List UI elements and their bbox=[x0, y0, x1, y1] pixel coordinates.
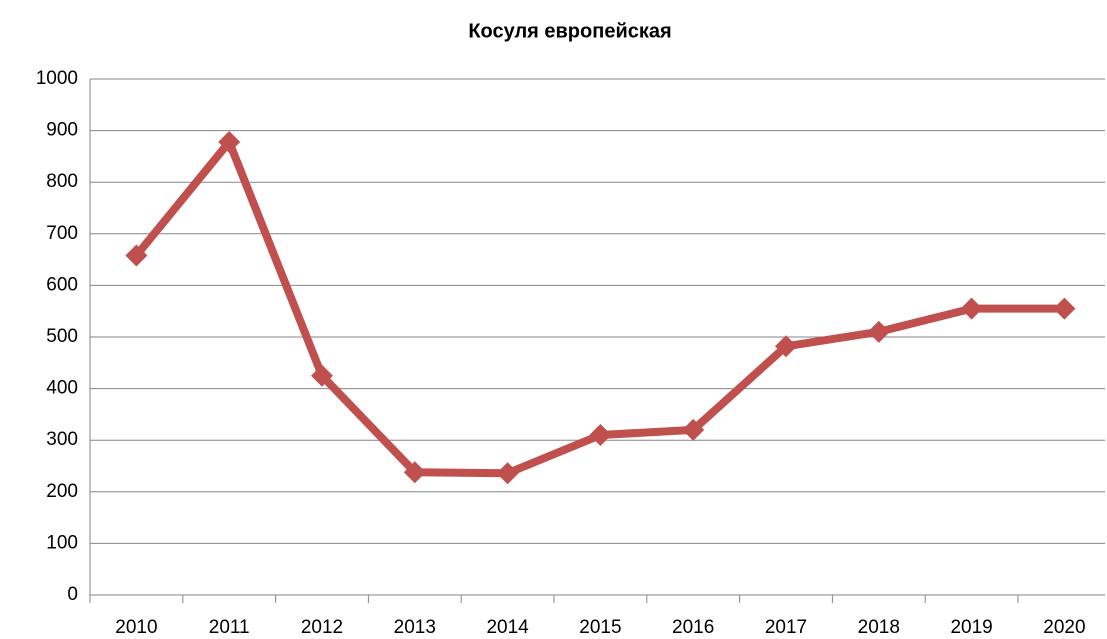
x-tick-label: 2017 bbox=[765, 617, 807, 638]
x-tick-label: 2015 bbox=[579, 617, 621, 638]
x-tick-label: 2018 bbox=[858, 617, 900, 638]
marker bbox=[589, 424, 612, 447]
marker bbox=[682, 418, 705, 441]
y-tick-label: 100 bbox=[46, 532, 78, 553]
x-tick-label: 2013 bbox=[394, 617, 436, 638]
x-tick-label: 2010 bbox=[115, 617, 157, 638]
x-tick-label: 2016 bbox=[672, 617, 714, 638]
chart-title: Косуля европейская bbox=[468, 20, 671, 42]
x-tick-label: 2012 bbox=[301, 617, 343, 638]
x-tick-label: 2019 bbox=[950, 617, 992, 638]
marker bbox=[496, 462, 519, 485]
marker bbox=[311, 364, 333, 387]
y-tick-label: 500 bbox=[46, 326, 78, 347]
x-tick-label: 2011 bbox=[209, 617, 250, 638]
marker bbox=[867, 320, 890, 343]
y-tick-label: 800 bbox=[46, 171, 78, 192]
y-tick-label: 600 bbox=[46, 274, 78, 295]
y-tick-label: 1000 bbox=[36, 68, 78, 89]
line bbox=[132, 137, 1069, 478]
marker bbox=[403, 461, 426, 484]
x-tick-label: 2020 bbox=[1043, 617, 1085, 638]
y-tick-label: 0 bbox=[67, 584, 78, 605]
y-tick-label: 700 bbox=[46, 223, 78, 244]
y-tick-label: 400 bbox=[46, 378, 78, 399]
marker bbox=[218, 130, 241, 153]
marker bbox=[1053, 297, 1076, 320]
y-tick-label: 200 bbox=[46, 481, 78, 502]
y-tick-label: 300 bbox=[46, 429, 78, 450]
marker bbox=[125, 244, 148, 267]
marker bbox=[960, 297, 983, 320]
x-tick-label: 2014 bbox=[486, 617, 529, 638]
y-tick-label: 900 bbox=[46, 120, 78, 141]
marker bbox=[775, 335, 797, 358]
